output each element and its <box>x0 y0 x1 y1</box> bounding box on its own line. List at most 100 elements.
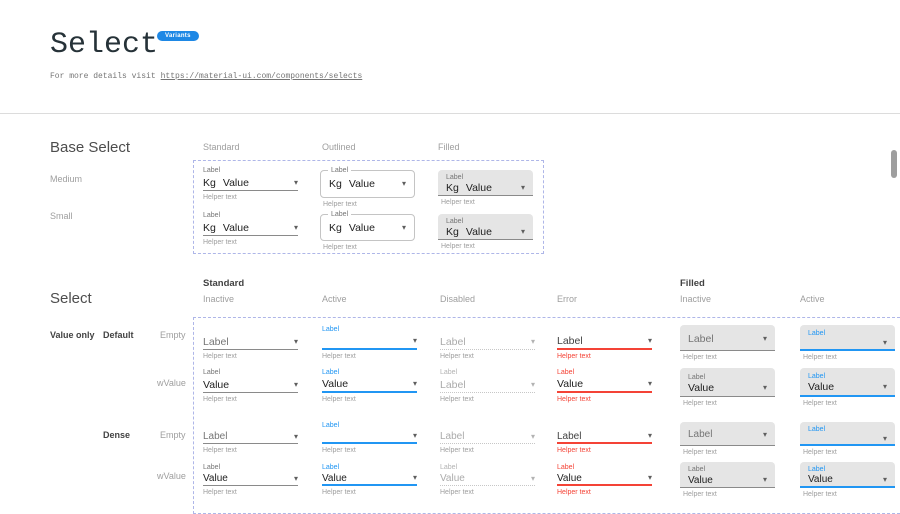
select-label: Label <box>557 369 575 376</box>
row-label-small: Small <box>50 211 73 221</box>
base-outlined-medium-select[interactable]: Label Kg Value ▾ Helper text <box>320 167 415 208</box>
dense-standard-error-empty-select[interactable]: Label ▾ Helper text <box>557 421 652 454</box>
helper-text: Helper text <box>803 354 837 361</box>
helper-text: Helper text <box>440 396 474 403</box>
helper-text: Helper text <box>441 243 475 250</box>
dense-standard-disabled-empty-select: Label ▾ Helper text <box>440 421 535 454</box>
select-label: Label <box>328 211 352 219</box>
select-label: Label <box>688 373 706 381</box>
dense-filled-inactive-wvalue-select[interactable]: Label Value ▾ Helper text <box>680 462 775 498</box>
column-header-active: Active <box>322 294 347 304</box>
docs-link[interactable]: https://material-ui.com/components/selec… <box>160 72 363 81</box>
column-header-inactive: Inactive <box>203 294 235 304</box>
select-value: Value <box>688 474 713 486</box>
helper-text: Helper text <box>203 447 237 454</box>
helper-text: Helper text <box>440 489 474 496</box>
dense-filled-inactive-empty-select[interactable]: Label ▾ Helper text <box>680 422 775 456</box>
chevron-down-icon: ▾ <box>530 431 535 441</box>
chevron-down-icon: ▾ <box>647 431 652 440</box>
page-title: Select <box>50 28 159 62</box>
select-label: Label <box>328 167 352 175</box>
chevron-down-icon: ▾ <box>401 179 406 188</box>
filled-inactive-empty-select[interactable]: Label ▾ Helper text <box>680 325 775 361</box>
select-value: Label <box>440 378 466 391</box>
helper-text: Helper text <box>557 447 591 454</box>
chevron-down-icon: ▾ <box>293 177 298 187</box>
select-value: Value <box>557 472 582 484</box>
standard-inactive-empty-select[interactable]: Label ▾ Helper text <box>203 325 298 360</box>
group-header-standard: Standard <box>203 278 245 289</box>
chevron-down-icon: ▾ <box>882 337 887 347</box>
select-placeholder: Label <box>440 431 465 442</box>
select-placeholder: Label <box>688 429 713 440</box>
base-filled-medium-select[interactable]: Label Kg Value ▾ Helper text <box>438 170 533 206</box>
chevron-down-icon: ▾ <box>520 227 525 236</box>
dense-filled-active-empty-select[interactable]: Label ▾ Helper text <box>800 422 895 456</box>
chevron-down-icon: ▾ <box>412 336 417 345</box>
dense-standard-inactive-wvalue-select[interactable]: Label Value ▾ Helper text <box>203 463 298 496</box>
helper-text: Helper text <box>557 353 591 360</box>
helper-text: Helper text <box>203 396 237 403</box>
dense-filled-active-wvalue-select[interactable]: Label Value ▾ Helper text <box>800 462 895 498</box>
select-value: Value <box>322 378 349 390</box>
variants-badge: Variants <box>157 31 199 41</box>
dense-standard-error-wvalue-select[interactable]: Label Value ▾ Helper text <box>557 463 652 496</box>
standard-error-wvalue-select[interactable]: Label Value ▾ Helper text <box>557 368 652 403</box>
standard-inactive-wvalue-select[interactable]: Label Value ▾ Helper text <box>203 368 298 403</box>
select-label: Label <box>322 369 340 376</box>
helper-text: Helper text <box>683 449 717 456</box>
chevron-down-icon: ▾ <box>412 379 417 388</box>
column-header-outlined: Outlined <box>322 142 356 152</box>
select-label: Label <box>446 174 464 181</box>
standard-active-empty-select[interactable]: Label ▾ Helper text <box>322 325 417 360</box>
select-value: Value <box>203 473 228 484</box>
filled-inactive-wvalue-select[interactable]: Label Value ▾ Helper text <box>680 368 775 407</box>
select-value: Value <box>440 473 465 484</box>
base-standard-medium-select[interactable]: Label Kg Value ▾ Helper text <box>203 166 298 201</box>
select-adornment: Kg <box>329 178 342 190</box>
row-label-dense-wvalue: wValue <box>157 471 186 481</box>
dense-standard-active-empty-select[interactable]: Label ▾ Helper text <box>322 421 417 454</box>
select-label: Label <box>688 466 706 473</box>
standard-disabled-wvalue-select: Label Label ▾ Helper text <box>440 368 535 403</box>
select-adornment: Kg <box>329 221 342 234</box>
dense-standard-active-wvalue-select[interactable]: Label Value ▾ Helper text <box>322 463 417 496</box>
select-placeholder: Label <box>203 335 229 348</box>
helper-text: Helper text <box>323 201 357 208</box>
select-adornment: Kg <box>203 221 216 234</box>
chevron-down-icon: ▾ <box>293 222 298 232</box>
helper-text: Helper text <box>203 239 237 246</box>
base-outlined-small-select[interactable]: Label Kg Value ▾ Helper text <box>320 211 415 251</box>
select-label: Label <box>446 218 464 225</box>
helper-text: Helper text <box>322 489 356 496</box>
standard-active-wvalue-select[interactable]: Label Value ▾ Helper text <box>322 368 417 403</box>
select-label: Label <box>808 465 826 473</box>
chevron-down-icon: ▾ <box>647 379 652 388</box>
chevron-down-icon: ▾ <box>530 336 535 346</box>
select-label: Label <box>808 373 826 380</box>
select-placeholder: Label <box>557 335 583 347</box>
chevron-down-icon: ▾ <box>293 336 298 346</box>
standard-error-empty-select[interactable]: Label ▾ Helper text <box>557 325 652 360</box>
dense-standard-inactive-empty-select[interactable]: Label ▾ Helper text <box>203 421 298 454</box>
base-filled-small-select[interactable]: Label Kg Value ▾ Helper text <box>438 214 533 250</box>
select-label-slot <box>557 421 652 430</box>
helper-text: Helper text <box>803 449 837 456</box>
chevron-down-icon: ▾ <box>293 379 298 389</box>
standard-disabled-empty-select: Label ▾ Helper text <box>440 325 535 360</box>
select-value: Value <box>557 378 584 390</box>
filled-active-empty-select[interactable]: Label ▾ Helper text <box>800 325 895 361</box>
row-label-dense: Dense <box>103 430 131 440</box>
helper-text: Helper text <box>203 353 237 360</box>
helper-text: Helper text <box>322 396 356 403</box>
row-label-empty: Empty <box>160 330 186 340</box>
group-header-filled: Filled <box>680 278 705 289</box>
select-value: Value <box>808 381 835 393</box>
select-label: Label <box>322 422 340 429</box>
select-section-title: Select <box>50 290 92 307</box>
filled-active-wvalue-select[interactable]: Label Value ▾ Helper text <box>800 368 895 407</box>
base-standard-small-select[interactable]: Label Kg Value ▾ Helper text <box>203 211 298 246</box>
helper-text: Helper text <box>803 491 837 498</box>
scrollbar-thumb[interactable] <box>891 150 897 178</box>
row-label-wvalue: wValue <box>157 378 186 388</box>
